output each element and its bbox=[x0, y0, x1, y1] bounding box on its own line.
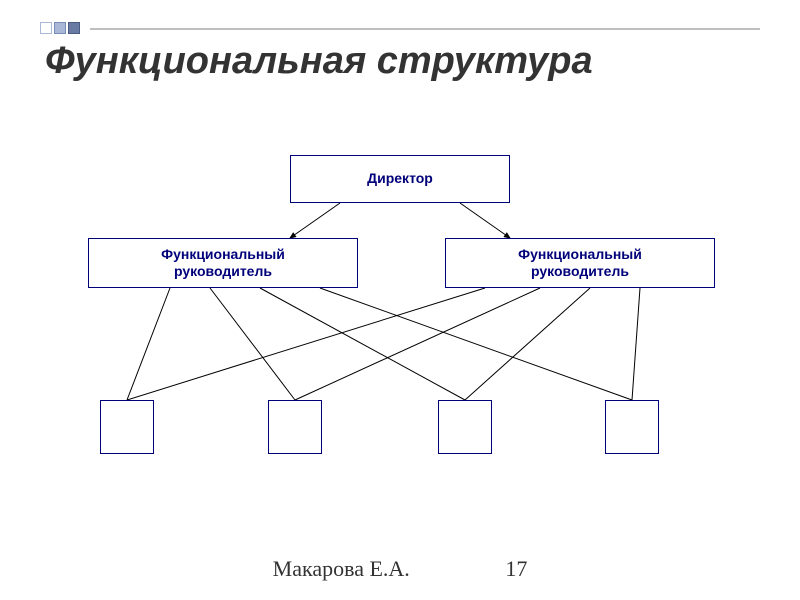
node-director: Директор bbox=[290, 155, 510, 203]
node-leaf bbox=[438, 400, 492, 454]
node-leaf bbox=[605, 400, 659, 454]
node-leaf bbox=[100, 400, 154, 454]
node-manager-1: Функциональный руководитель bbox=[88, 238, 358, 288]
node-leaf bbox=[268, 400, 322, 454]
node-label: Директор bbox=[367, 170, 433, 188]
org-chart: Директор Функциональный руководитель Фун… bbox=[0, 0, 800, 600]
slide-footer: Макарова Е.А. 17 bbox=[0, 556, 800, 582]
node-label-line: Функциональный bbox=[161, 246, 285, 262]
node-label: Функциональный руководитель bbox=[518, 246, 642, 281]
node-label-line: Функциональный bbox=[518, 246, 642, 262]
node-label: Функциональный руководитель bbox=[161, 246, 285, 281]
node-label-line: руководитель bbox=[531, 263, 629, 279]
node-label-line: руководитель bbox=[174, 263, 272, 279]
org-chart-connectors bbox=[0, 0, 800, 600]
footer-page: 17 bbox=[505, 556, 527, 582]
node-manager-2: Функциональный руководитель bbox=[445, 238, 715, 288]
footer-author: Макарова Е.А. bbox=[273, 556, 410, 582]
